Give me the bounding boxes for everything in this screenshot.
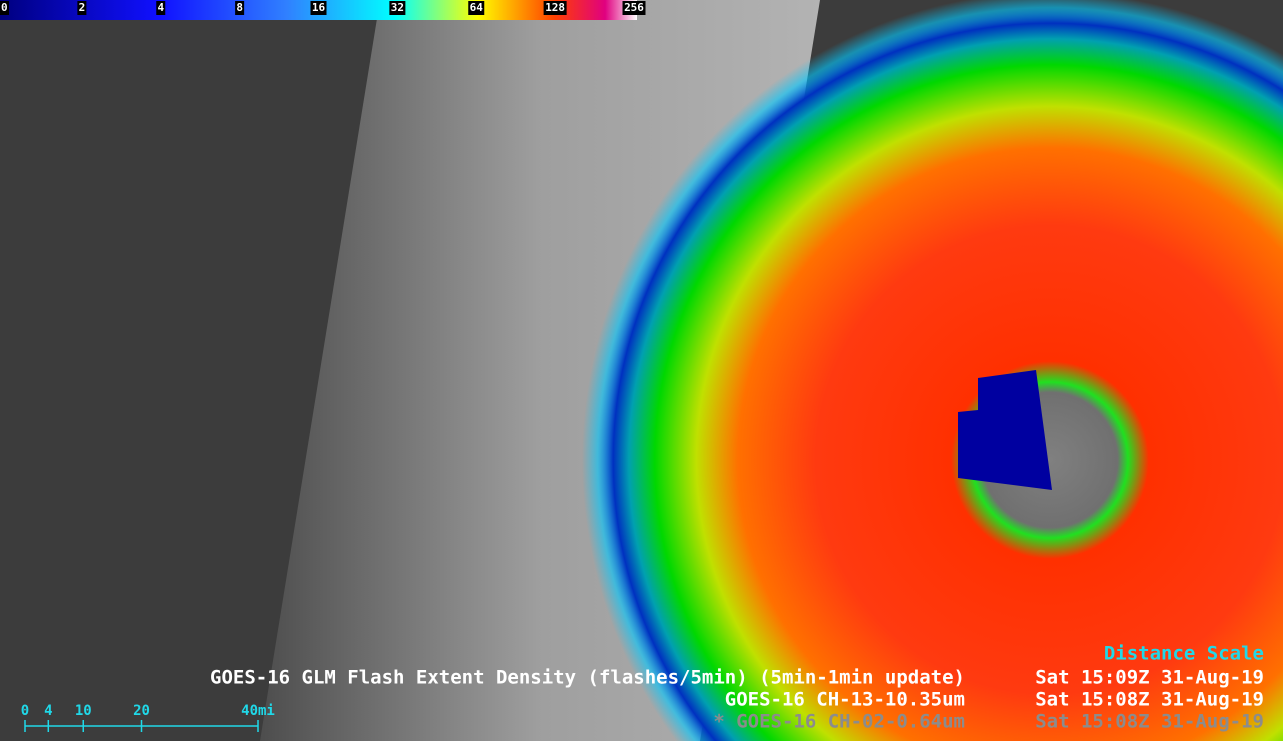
distance-label: 10 [75,703,92,719]
product-name: * GOES-16 CH-02-0.64um [713,711,965,733]
product-name: GOES-16 GLM Flash Extent Density (flashe… [210,667,965,689]
distance-scale: 0 4 10 20 40mi [21,703,275,732]
colorbar-label: 16 [312,1,326,14]
colorbar-label: 256 [624,1,644,14]
colorbar-label: 32 [391,1,404,14]
distance-title: Distance Scale [1104,643,1264,665]
colorbar-label: 8 [236,1,243,14]
colorbar-label: 0 [1,1,8,14]
product-time: Sat 15:09Z 31-Aug-19 [1035,667,1264,689]
legend: GOES-16 GLM Flash Extent Density (flashe… [210,667,1264,733]
distance-label: 20 [133,703,150,719]
label-box [235,1,245,15]
colorbar-label: 2 [79,1,86,14]
product-time: Sat 15:08Z 31-Aug-19 [1035,689,1264,711]
label-box [156,1,166,15]
distance-label: 0 [21,703,29,719]
product-name: GOES-16 CH-13-10.35um [725,689,965,711]
eye-lightning [958,370,1052,490]
colorbar-label: 128 [545,1,565,14]
label-box [310,1,327,15]
colorbar-label: 4 [157,1,164,14]
label-box [0,1,9,15]
label-box [622,1,646,15]
label-box [543,1,567,15]
label-box [389,1,406,15]
distance-label: 40mi [241,703,275,719]
distance-label: 4 [44,703,52,719]
colorbar-labels: 0 2 4 8 16 32 64 128 256 [0,1,646,15]
product-time: Sat 15:08Z 31-Aug-19 [1035,711,1264,733]
colorbar-label: 64 [470,1,484,14]
label-box [77,1,87,15]
label-box [468,1,485,15]
